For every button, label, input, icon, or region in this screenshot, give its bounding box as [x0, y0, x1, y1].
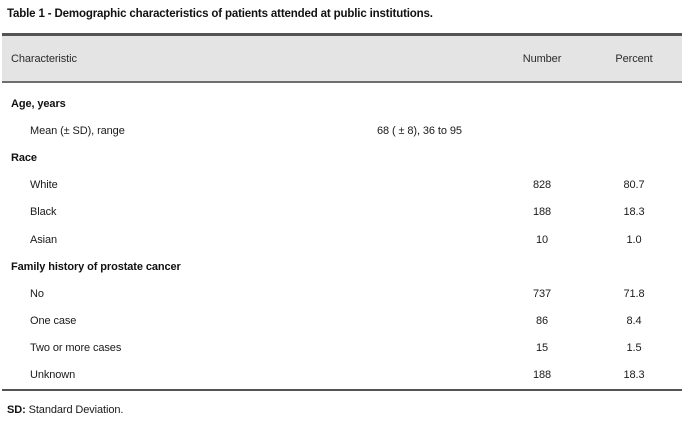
row-label: Black: [30, 206, 57, 219]
table-footnote: SD: Standard Deviation.: [7, 404, 123, 416]
row-label: Mean (± SD), range: [30, 124, 125, 137]
row-percent-value: 18.3: [623, 369, 645, 382]
column-header-characteristic: Characteristic: [11, 52, 77, 65]
row-inline-value: 68 ( ± 8), 36 to 95: [377, 124, 462, 137]
row-label: One case: [30, 315, 77, 328]
row-number-value: 188: [532, 206, 552, 219]
footnote-abbreviation: SD:: [7, 404, 26, 416]
row-percent-value: 18.3: [623, 206, 645, 219]
row-label: Family history of prostate cancer: [11, 260, 181, 273]
table-row: No 737 71.8: [2, 280, 682, 307]
table-row: Race: [2, 144, 682, 171]
row-label: Two or more cases: [30, 342, 122, 355]
table-row: Age, years: [2, 90, 682, 117]
row-label: Unknown: [30, 369, 76, 382]
row-number-value: 10: [535, 233, 549, 246]
table-row: Mean (± SD), range 68 ( ± 8), 36 to 95: [2, 117, 682, 144]
row-number-value: 15: [535, 342, 549, 355]
table-header-row: Characteristic Number Percent: [2, 33, 682, 83]
row-label: Race: [11, 151, 37, 164]
table-row: Family history of prostate cancer: [2, 253, 682, 280]
row-percent-value: 8.4: [626, 315, 642, 328]
table-title: Table 1 - Demographic characteristics of…: [7, 8, 433, 20]
table-body: Age, years Mean (± SD), range 68 ( ± 8), 3…: [2, 83, 682, 392]
column-header-percent: Percent: [615, 52, 653, 65]
table-row: Two or more cases 15 1.5: [2, 335, 682, 362]
row-label: White: [30, 179, 58, 192]
table-row: White 828 80.7: [2, 172, 682, 199]
row-number-value: 86: [535, 315, 549, 328]
row-label: Age, years: [11, 97, 66, 110]
row-percent-value: 71.8: [623, 287, 645, 300]
row-number-value: 737: [532, 287, 552, 300]
footnote-text: Standard Deviation.: [25, 404, 124, 416]
row-number-value: 188: [532, 369, 552, 382]
table-row: One case 86 8.4: [2, 308, 682, 335]
row-percent-value: 1.0: [626, 233, 642, 246]
row-percent-value: 80.7: [623, 179, 645, 192]
row-label: No: [30, 287, 44, 300]
row-label: Asian: [30, 233, 58, 246]
row-number-value: 828: [532, 179, 552, 192]
table-row: Unknown 188 18.3: [2, 362, 682, 389]
table-row: Black 188 18.3: [2, 199, 682, 226]
column-header-number: Number: [522, 52, 562, 65]
row-percent-value: 1.5: [626, 342, 642, 355]
table-row: Asian 10 1.0: [2, 226, 682, 253]
demographics-table: Characteristic Number Percent Age, years…: [2, 33, 682, 392]
